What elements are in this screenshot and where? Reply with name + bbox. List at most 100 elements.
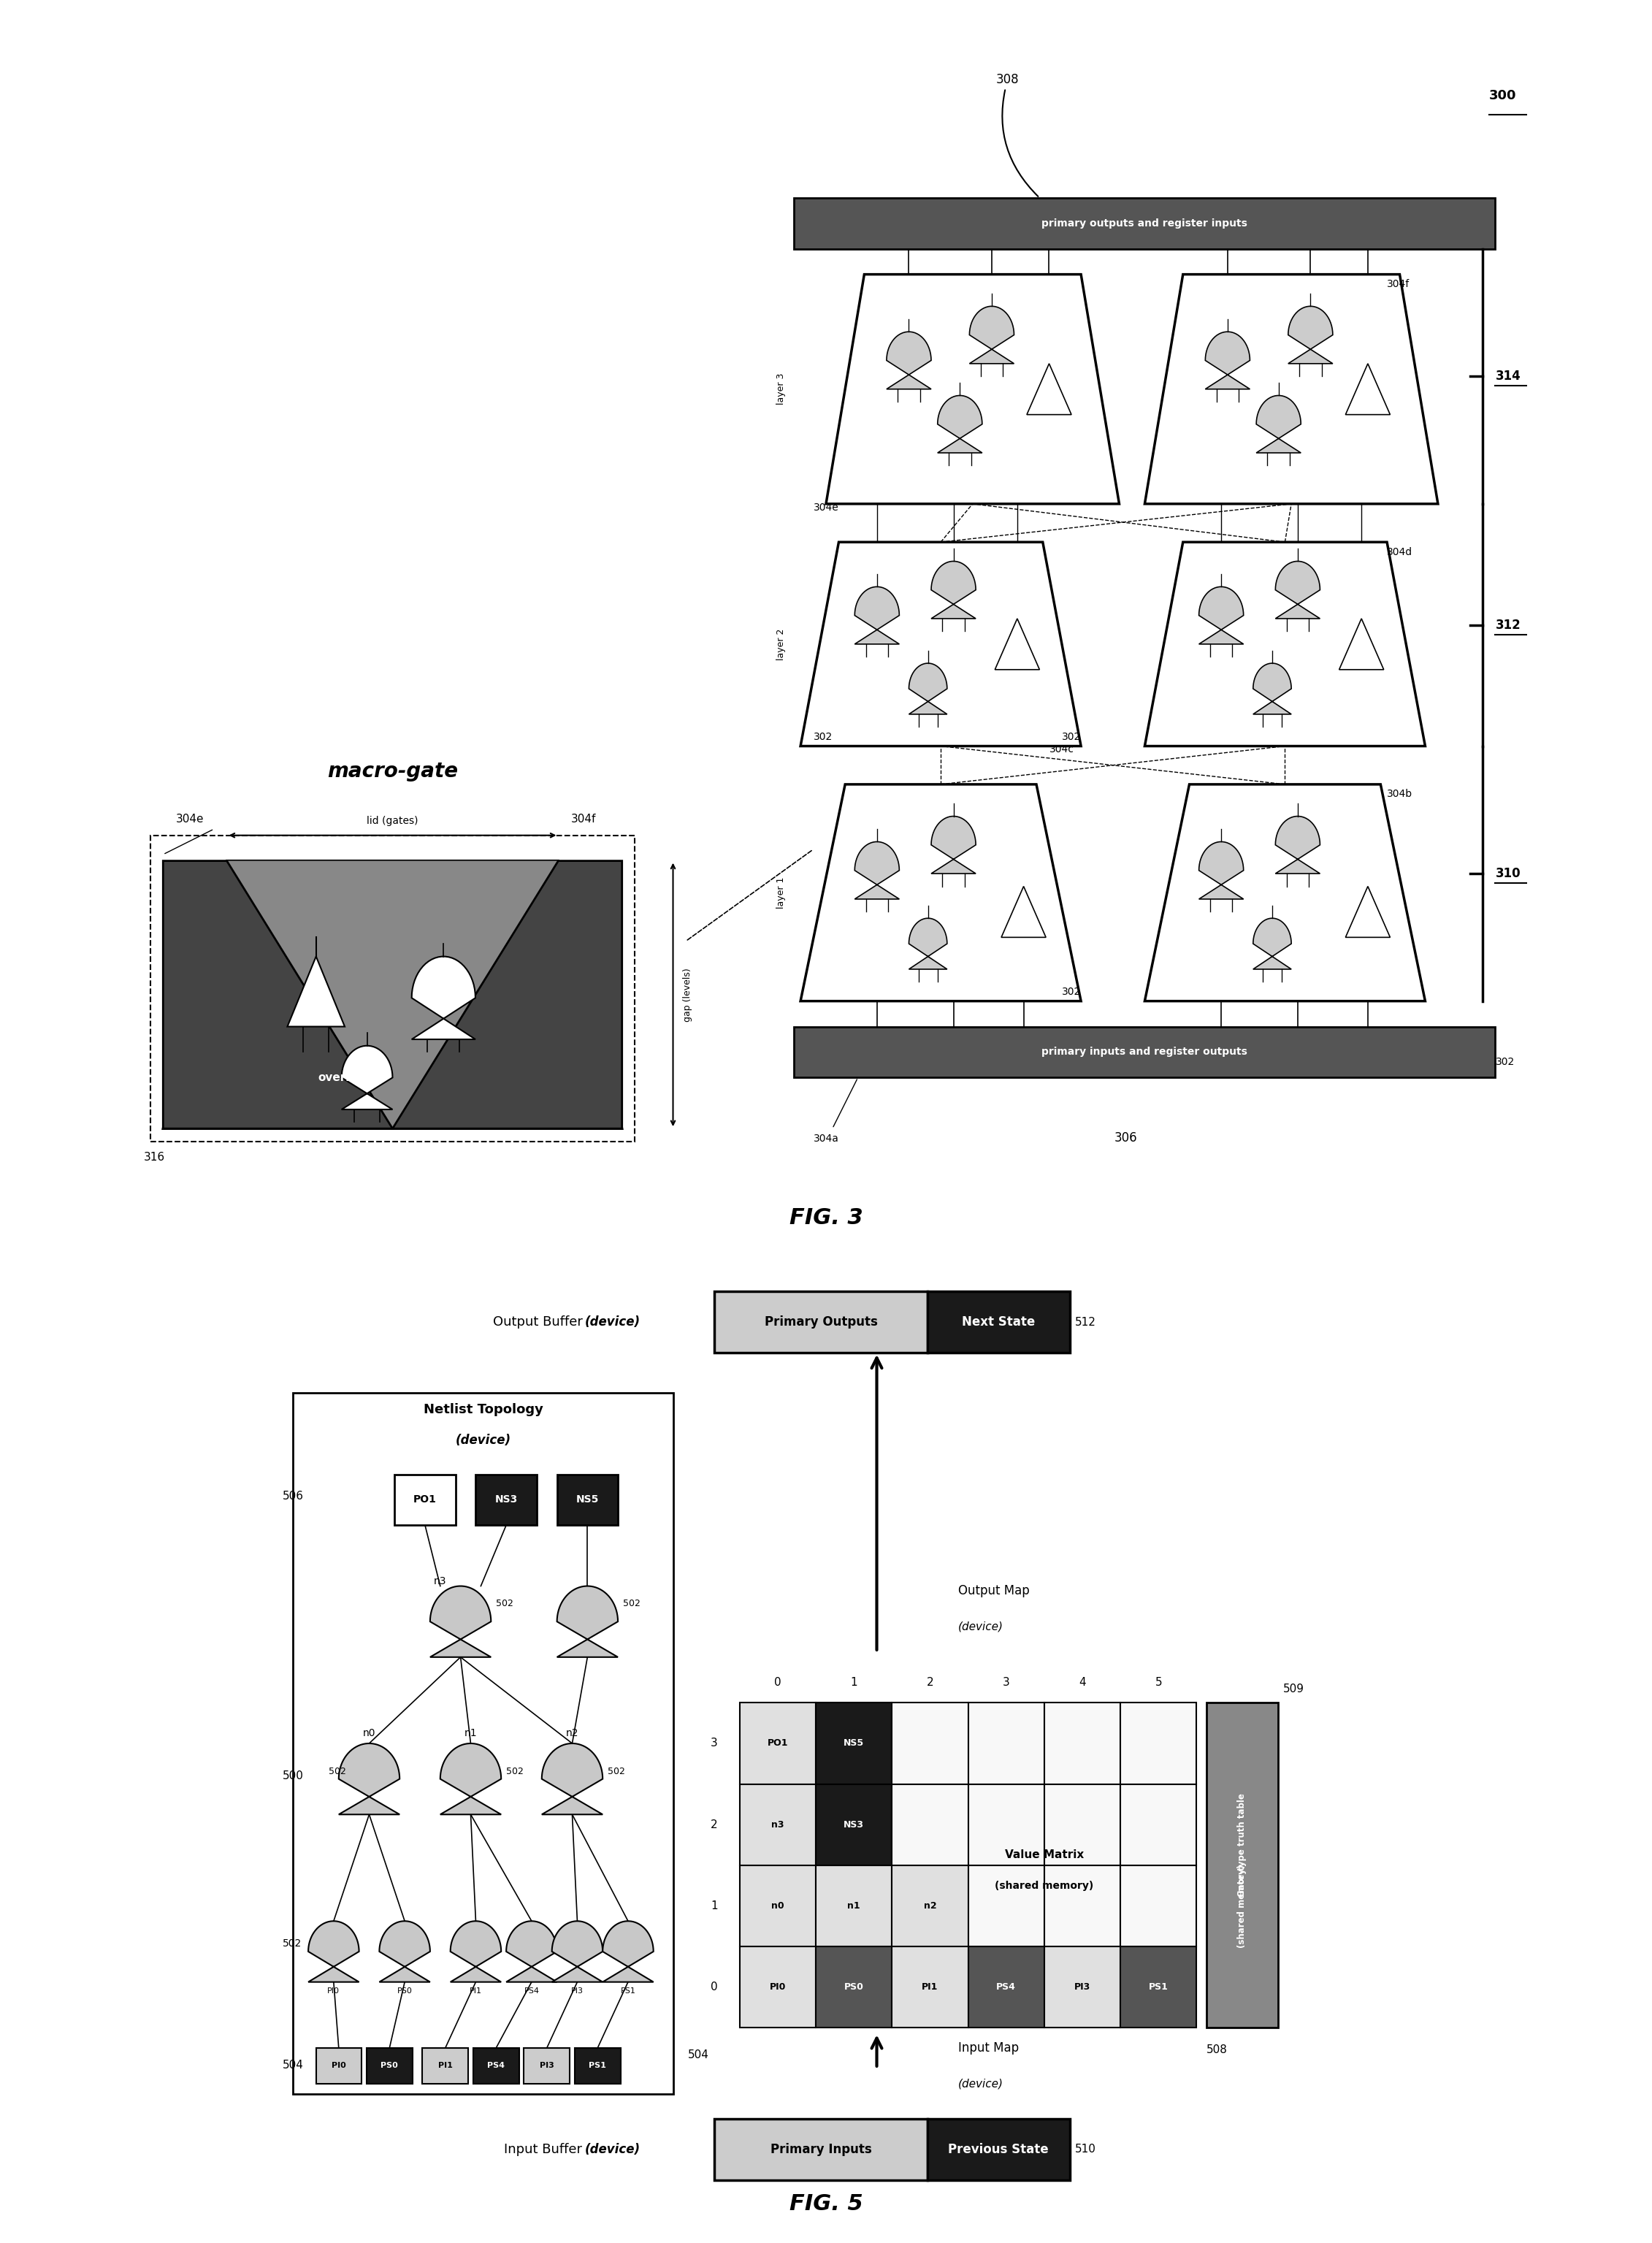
Polygon shape bbox=[339, 1743, 400, 1815]
Text: n1: n1 bbox=[847, 1902, 861, 1911]
Text: PI3: PI3 bbox=[572, 1987, 583, 1994]
Text: 304b: 304b bbox=[1388, 790, 1412, 799]
Text: 510: 510 bbox=[1075, 2144, 1095, 2156]
Polygon shape bbox=[801, 785, 1080, 1000]
Polygon shape bbox=[1256, 395, 1300, 453]
Polygon shape bbox=[439, 1743, 501, 1815]
Polygon shape bbox=[552, 1920, 603, 1983]
Text: 314: 314 bbox=[1495, 370, 1521, 384]
Bar bbox=[714, 1292, 927, 1353]
Bar bbox=[816, 1947, 892, 2028]
Polygon shape bbox=[1145, 274, 1437, 505]
Text: NS3: NS3 bbox=[844, 1819, 864, 1830]
Polygon shape bbox=[542, 1743, 603, 1815]
Text: layer 2: layer 2 bbox=[776, 628, 786, 659]
Bar bbox=[1044, 1866, 1120, 1947]
Text: 509: 509 bbox=[1284, 1684, 1303, 1696]
Text: 302: 302 bbox=[1495, 1056, 1515, 1068]
Polygon shape bbox=[1340, 619, 1384, 671]
Bar bbox=[968, 1702, 1044, 1783]
Bar bbox=[892, 1702, 968, 1783]
Polygon shape bbox=[932, 816, 976, 873]
Text: 2: 2 bbox=[710, 1819, 719, 1830]
Text: n2: n2 bbox=[923, 1902, 937, 1911]
Polygon shape bbox=[1275, 561, 1320, 619]
Text: Primary Outputs: Primary Outputs bbox=[765, 1314, 877, 1328]
Bar bbox=[150, 834, 634, 1142]
Text: 304d: 304d bbox=[1388, 547, 1412, 556]
Polygon shape bbox=[164, 861, 393, 1128]
Text: primary outputs and register inputs: primary outputs and register inputs bbox=[1042, 218, 1247, 229]
Bar bbox=[740, 1866, 816, 1947]
Text: 306: 306 bbox=[1113, 1130, 1137, 1144]
Text: layer 3: layer 3 bbox=[776, 372, 786, 406]
Text: 500: 500 bbox=[282, 1770, 304, 1781]
Bar bbox=[816, 1702, 892, 1783]
Bar bbox=[472, 2048, 519, 2084]
Text: 1: 1 bbox=[710, 1900, 719, 1911]
Bar bbox=[1044, 1947, 1120, 2028]
Text: (shared memory): (shared memory) bbox=[1237, 1864, 1247, 1947]
Text: 304f: 304f bbox=[1388, 278, 1409, 289]
Polygon shape bbox=[557, 1586, 618, 1658]
Bar bbox=[1044, 1702, 1120, 1783]
Polygon shape bbox=[854, 841, 899, 899]
Text: 502: 502 bbox=[608, 1767, 624, 1776]
Text: PS1: PS1 bbox=[588, 2061, 606, 2070]
Bar bbox=[367, 2048, 413, 2084]
Text: 300: 300 bbox=[1488, 90, 1517, 103]
Polygon shape bbox=[342, 1045, 393, 1110]
Text: (device): (device) bbox=[585, 1314, 641, 1328]
Text: PI1: PI1 bbox=[438, 2061, 453, 2070]
Text: 2: 2 bbox=[927, 1678, 933, 1689]
Polygon shape bbox=[909, 664, 947, 713]
Text: n2: n2 bbox=[567, 1727, 578, 1738]
Text: 316: 316 bbox=[144, 1151, 165, 1162]
Text: 4: 4 bbox=[1079, 1678, 1085, 1689]
Text: 502: 502 bbox=[623, 1599, 641, 1608]
Polygon shape bbox=[1254, 664, 1292, 713]
Text: PI3: PI3 bbox=[1074, 1983, 1090, 1992]
Text: 0: 0 bbox=[710, 1981, 719, 1992]
Text: 3: 3 bbox=[1003, 1678, 1009, 1689]
Bar bbox=[1120, 1947, 1196, 2028]
Text: 304c: 304c bbox=[1049, 745, 1074, 754]
Polygon shape bbox=[1001, 886, 1046, 938]
Text: macro-gate: macro-gate bbox=[327, 760, 458, 783]
Text: Netlist Topology: Netlist Topology bbox=[423, 1404, 544, 1415]
Bar bbox=[1120, 1702, 1196, 1783]
Text: PO1: PO1 bbox=[413, 1494, 436, 1505]
Bar bbox=[316, 2048, 362, 2084]
Polygon shape bbox=[393, 861, 623, 1128]
Text: 504: 504 bbox=[282, 2059, 304, 2070]
Bar bbox=[968, 1947, 1044, 2028]
Text: FIG. 3: FIG. 3 bbox=[790, 1207, 862, 1229]
Polygon shape bbox=[1199, 588, 1244, 644]
Text: primary inputs and register outputs: primary inputs and register outputs bbox=[1042, 1047, 1247, 1056]
Text: 304e: 304e bbox=[175, 814, 203, 825]
Bar bbox=[557, 1474, 618, 1525]
Bar bbox=[968, 1783, 1044, 1866]
Polygon shape bbox=[1254, 917, 1292, 969]
Text: Output Buffer: Output Buffer bbox=[492, 1314, 583, 1328]
Text: layer 1: layer 1 bbox=[776, 877, 786, 908]
Polygon shape bbox=[801, 543, 1080, 747]
Text: (device): (device) bbox=[456, 1433, 510, 1447]
Text: PS1: PS1 bbox=[621, 1987, 636, 1994]
Polygon shape bbox=[1345, 363, 1389, 415]
Bar bbox=[968, 1866, 1044, 1947]
Text: PS0: PS0 bbox=[396, 1987, 413, 1994]
Text: 508: 508 bbox=[1206, 2043, 1227, 2055]
Text: PI1: PI1 bbox=[469, 1987, 482, 1994]
Text: gap (levels): gap (levels) bbox=[682, 967, 692, 1021]
Polygon shape bbox=[995, 619, 1039, 671]
Bar bbox=[1206, 1702, 1277, 2028]
Text: 304f: 304f bbox=[572, 814, 596, 825]
Text: PS4: PS4 bbox=[524, 1987, 539, 1994]
Text: n0: n0 bbox=[771, 1902, 785, 1911]
Bar bbox=[816, 1866, 892, 1947]
Text: PS0: PS0 bbox=[382, 2061, 398, 2070]
Text: 502: 502 bbox=[496, 1599, 514, 1608]
Text: 302: 302 bbox=[1062, 731, 1080, 742]
Polygon shape bbox=[909, 917, 947, 969]
